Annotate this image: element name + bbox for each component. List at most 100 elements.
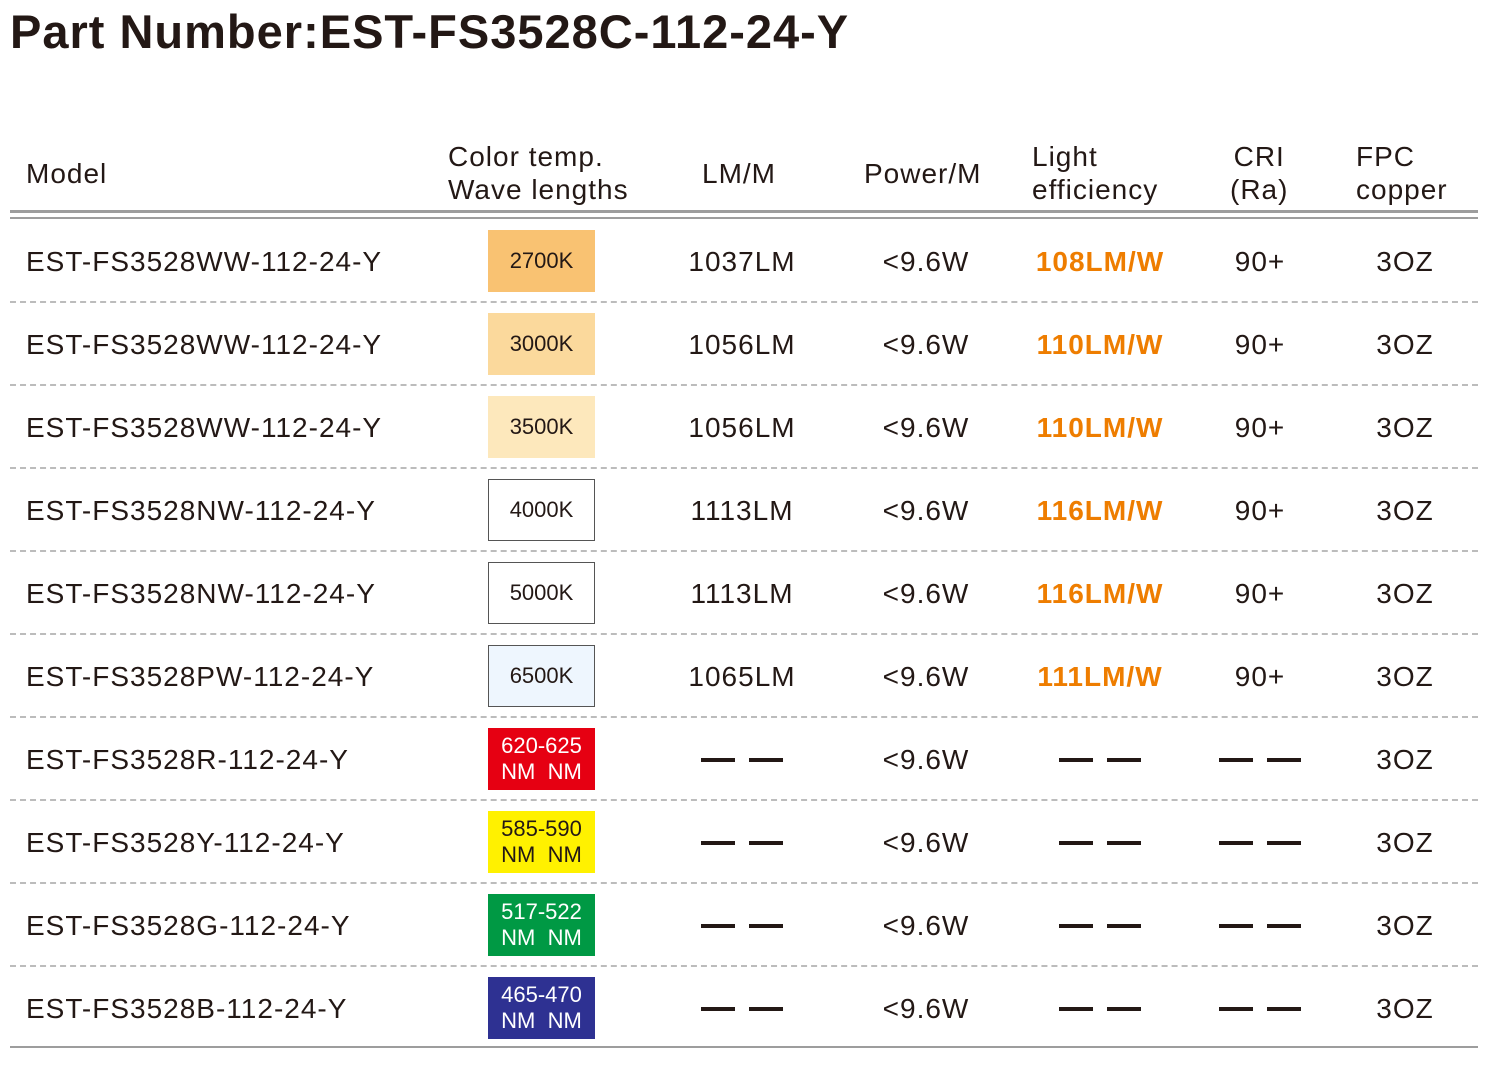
- header-cri-line2: (Ra): [1230, 174, 1289, 205]
- cri-cell: 90+: [1200, 635, 1320, 718]
- header-eff-line1: Light: [1032, 141, 1098, 172]
- header-lm: LM/M: [702, 158, 776, 189]
- header-cri: CRI (Ra): [1230, 140, 1288, 206]
- swatch-line1: 3000K: [509, 331, 574, 356]
- efficiency-value: 110LM/W: [1036, 328, 1164, 360]
- fpc-cell: 3OZ: [1376, 577, 1434, 609]
- fpc-cell: 3OZ: [1376, 660, 1434, 692]
- header-divider-thin: [10, 217, 1478, 219]
- not-applicable-dash: [701, 757, 783, 762]
- swatch-line1: 2700K: [509, 248, 574, 273]
- swatch-line1: 5000K: [509, 580, 574, 605]
- lm-cell: 1037LM: [660, 220, 824, 303]
- not-applicable-dash: [1219, 840, 1301, 845]
- cri-value: 90+: [1234, 411, 1286, 443]
- model-cell: EST-FS3528WW-112-24-Y: [26, 245, 383, 277]
- efficiency-cell: 108LM/W: [1010, 220, 1190, 303]
- efficiency-value: 108LM/W: [1035, 245, 1165, 277]
- not-applicable-dash: [701, 1006, 783, 1011]
- lm-cell: [660, 967, 824, 1050]
- lm-cell: 1056LM: [660, 386, 824, 469]
- power-cell: <9.6W: [882, 328, 970, 360]
- table-row: EST-FS3528G-112-24-Y 517-522 NM NM <9.6W…: [0, 884, 1494, 967]
- table-row: EST-FS3528B-112-24-Y 465-470 NM NM <9.6W…: [0, 967, 1494, 1050]
- power-cell: <9.6W: [882, 826, 970, 858]
- swatch-line1: 465-470: [501, 982, 582, 1007]
- cri-cell: 90+: [1200, 469, 1320, 552]
- lm-value: 1113LM: [690, 577, 794, 609]
- swatch-line1: 517-522: [501, 899, 582, 924]
- color-swatch: 4000K: [488, 479, 595, 541]
- swatch-line1: 6500K: [509, 663, 574, 688]
- swatch-line2: NM NM: [501, 759, 582, 784]
- cri-value: 90+: [1234, 577, 1286, 609]
- fpc-cell: 3OZ: [1376, 992, 1434, 1024]
- model-cell: EST-FS3528WW-112-24-Y: [26, 328, 383, 360]
- table-row: EST-FS3528NW-112-24-Y 5000K 1113LM <9.6W…: [0, 552, 1494, 635]
- efficiency-value: 116LM/W: [1036, 577, 1164, 609]
- not-applicable-dash: [1059, 757, 1141, 762]
- model-cell: EST-FS3528Y-112-24-Y: [26, 826, 345, 858]
- cri-cell: 90+: [1200, 303, 1320, 386]
- model-cell: EST-FS3528WW-112-24-Y: [26, 411, 383, 443]
- model-cell: EST-FS3528G-112-24-Y: [26, 909, 351, 941]
- row-divider: [10, 882, 1478, 884]
- fpc-cell: 3OZ: [1376, 743, 1434, 775]
- header-power: Power/M: [864, 158, 982, 189]
- efficiency-cell: [1010, 718, 1190, 801]
- header-cri-line1: CRI: [1233, 141, 1285, 172]
- not-applicable-dash: [1059, 840, 1141, 845]
- header-fpc-line1: FPC: [1356, 141, 1415, 172]
- color-swatch: 465-470 NM NM: [488, 977, 595, 1039]
- model-cell: EST-FS3528B-112-24-Y: [26, 992, 348, 1024]
- lm-cell: 1056LM: [660, 303, 824, 386]
- swatch-line1: 3500K: [509, 414, 574, 439]
- color-swatch: 6500K: [488, 645, 595, 707]
- swatch-line1: 4000K: [509, 497, 574, 522]
- lm-cell: [660, 718, 824, 801]
- efficiency-cell: 116LM/W: [1010, 469, 1190, 552]
- swatch-line1: 585-590: [501, 816, 582, 841]
- table-bottom-rule: [10, 1046, 1478, 1048]
- lm-value: 1037LM: [688, 245, 796, 277]
- cri-cell: 90+: [1200, 220, 1320, 303]
- header-fpc-line2: copper: [1356, 174, 1448, 205]
- swatch-line2: NM NM: [501, 842, 582, 867]
- color-swatch: 3000K: [488, 313, 595, 375]
- color-swatch: 3500K: [488, 396, 595, 458]
- not-applicable-dash: [1219, 1006, 1301, 1011]
- not-applicable-dash: [1219, 923, 1301, 928]
- header-eff-line2: efficiency: [1032, 174, 1159, 205]
- lm-cell: 1113LM: [660, 552, 824, 635]
- table-row: EST-FS3528R-112-24-Y 620-625 NM NM <9.6W…: [0, 718, 1494, 801]
- fpc-cell: 3OZ: [1376, 411, 1434, 443]
- model-cell: EST-FS3528NW-112-24-Y: [26, 577, 376, 609]
- color-swatch: 585-590 NM NM: [488, 811, 595, 873]
- efficiency-cell: [1010, 884, 1190, 967]
- lm-cell: 1065LM: [660, 635, 824, 718]
- not-applicable-dash: [701, 840, 783, 845]
- lm-cell: [660, 801, 824, 884]
- header-color-line1: Color temp.: [448, 141, 604, 172]
- lm-value: 1065LM: [688, 660, 796, 692]
- efficiency-value: 110LM/W: [1036, 411, 1164, 443]
- power-cell: <9.6W: [882, 660, 970, 692]
- header-model: Model: [26, 158, 108, 189]
- not-applicable-dash: [1059, 923, 1141, 928]
- lm-value: 1056LM: [688, 328, 796, 360]
- header-fpc: FPC copper: [1356, 140, 1448, 206]
- color-swatch: 5000K: [488, 562, 595, 624]
- row-divider: [10, 633, 1478, 635]
- fpc-cell: 3OZ: [1376, 328, 1434, 360]
- row-divider: [10, 799, 1478, 801]
- power-cell: <9.6W: [882, 245, 970, 277]
- lm-cell: [660, 884, 824, 967]
- cri-value: 90+: [1234, 660, 1286, 692]
- swatch-line2: NM NM: [501, 925, 582, 950]
- power-cell: <9.6W: [882, 494, 970, 526]
- efficiency-cell: 116LM/W: [1010, 552, 1190, 635]
- efficiency-value: 111LM/W: [1037, 660, 1163, 692]
- lm-cell: 1113LM: [660, 469, 824, 552]
- not-applicable-dash: [1059, 1006, 1141, 1011]
- color-swatch: 2700K: [488, 230, 595, 292]
